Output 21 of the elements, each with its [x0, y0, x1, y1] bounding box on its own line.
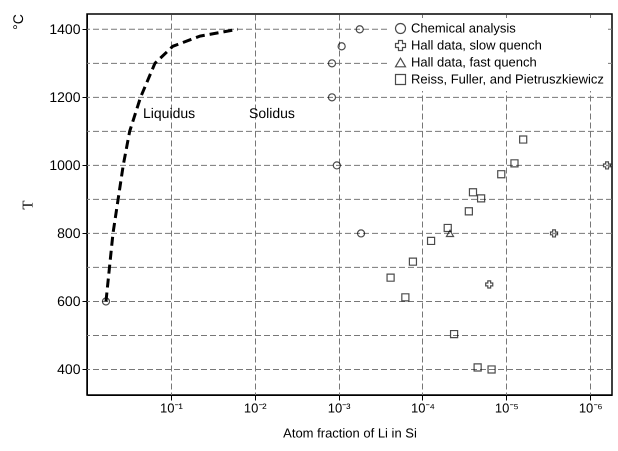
- x-tick-label: 10⁻⁵: [494, 400, 519, 416]
- y-tick-label: 800: [57, 224, 81, 241]
- y-tick-label: 1200: [49, 88, 81, 105]
- text: °C: [10, 14, 26, 30]
- y-tick-label: 1000: [49, 156, 81, 173]
- legend-label: Hall data, fast quench: [411, 54, 537, 70]
- annotation: Solidus: [249, 105, 295, 121]
- x-tick-label: 10⁻⁴: [410, 400, 436, 416]
- y-tick-label: 400: [57, 360, 81, 377]
- legend-label: Chemical analysis: [411, 20, 516, 36]
- y-axis-title: T: [20, 200, 36, 210]
- x-tick-label: 10⁻²: [244, 400, 268, 416]
- x-axis-title: Atom fraction of Li in Si: [283, 426, 417, 440]
- x-tick-label: 10⁻³: [328, 400, 352, 416]
- y-tick-label: 600: [57, 292, 81, 309]
- x-tick-label: 10⁻¹: [160, 400, 184, 416]
- legend-label: Reiss, Fuller, and Pietruszkiewicz: [411, 72, 604, 86]
- x-tick-label: 10⁻⁶: [578, 400, 603, 416]
- y-tick-label: 1400: [49, 20, 81, 37]
- annotation: Liquidus: [143, 105, 196, 121]
- legend-label: Hall data, slow quench: [411, 38, 542, 52]
